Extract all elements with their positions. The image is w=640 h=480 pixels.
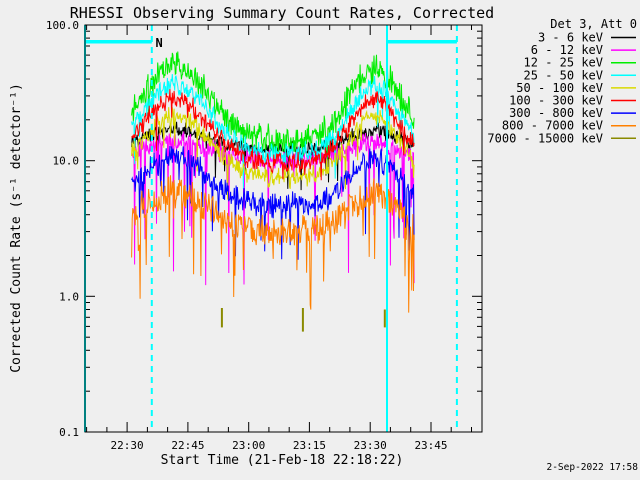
x-tick-label: 23:15 bbox=[293, 439, 326, 452]
series-curve-800-7000-keV bbox=[131, 175, 415, 313]
x-tick-label: 23:30 bbox=[354, 439, 387, 452]
chart-title: RHESSI Observing Summary Count Rates, Co… bbox=[70, 4, 494, 22]
night-flag-bar bbox=[387, 40, 457, 44]
legend-label: 25 - 50 keV bbox=[524, 68, 603, 82]
legend-label: 6 - 12 keV bbox=[531, 43, 603, 57]
legend-label: 800 - 7000 keV bbox=[502, 119, 603, 133]
legend-label: 300 - 800 keV bbox=[509, 106, 603, 120]
y-axis-label: Corrected Count Rate (s⁻¹ detector⁻¹) bbox=[9, 83, 24, 373]
y-tick-label: 100.0 bbox=[46, 19, 79, 32]
x-tick-label: 23:00 bbox=[232, 439, 265, 452]
x-axis-label: Start Time (21-Feb-18 22:18:22) bbox=[161, 453, 404, 468]
legend-label: 7000 - 15000 keV bbox=[487, 131, 603, 145]
night-flag-bar bbox=[85, 40, 152, 44]
plot-frame bbox=[84, 24, 483, 433]
x-tick-label: 22:45 bbox=[171, 439, 204, 452]
legend-label: 100 - 300 keV bbox=[509, 94, 603, 108]
legend-label: 50 - 100 keV bbox=[516, 81, 603, 95]
x-tick-label: 23:45 bbox=[414, 439, 447, 452]
legend-header: Det 3, Att 0 bbox=[550, 17, 637, 31]
x-tick-label: 22:30 bbox=[111, 439, 144, 452]
axis-ticks: 22:30 22:45 23:00 23:15 23:30 23:45 100.0 10.0 1… bbox=[46, 19, 482, 452]
series-curve-100-300-keV bbox=[131, 89, 415, 181]
data-curves bbox=[131, 51, 415, 332]
footer-timestamp: 2-Sep-2022 17:58 bbox=[546, 462, 638, 473]
series-curve-300-800-keV bbox=[131, 145, 415, 260]
night-flag-label: N bbox=[156, 36, 163, 50]
y-tick-label: 1.0 bbox=[59, 290, 79, 303]
legend-label: 3 - 6 keV bbox=[538, 31, 603, 45]
series-curve-50-100-keV bbox=[131, 107, 415, 200]
series-curve-25-50-keV bbox=[131, 74, 415, 190]
y-tick-label: 10.0 bbox=[53, 155, 80, 168]
legend-label: 12 - 25 keV bbox=[524, 56, 603, 70]
y-tick-label: 0.1 bbox=[59, 426, 79, 439]
